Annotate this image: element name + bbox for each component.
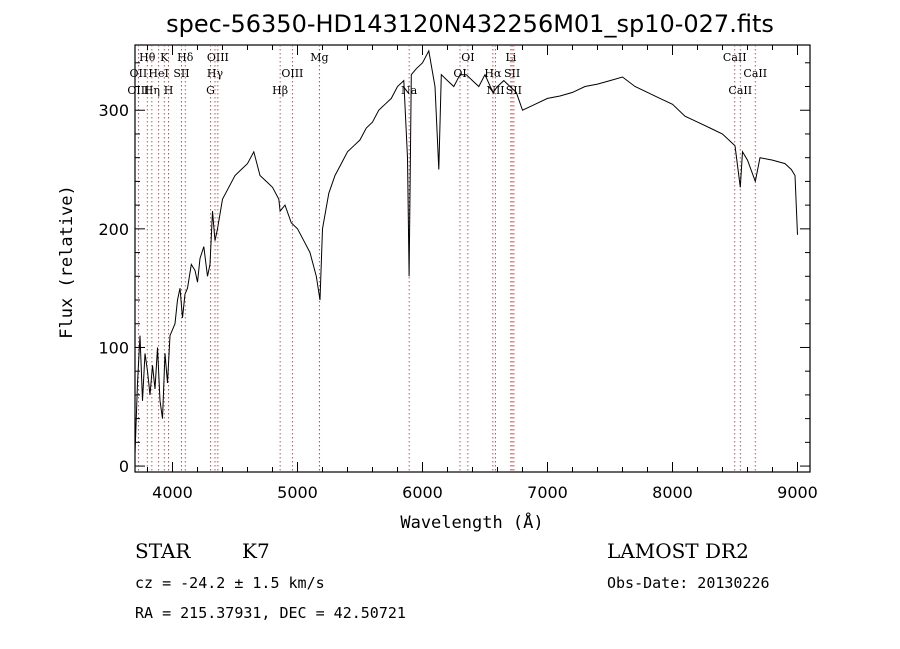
line-marker-label: Hη [144, 84, 160, 97]
x-tick-label: 9000 [777, 483, 818, 502]
spectral-subclass: K7 [242, 539, 270, 563]
x-tick-label: 7000 [527, 483, 568, 502]
line-marker-label: OI [461, 51, 474, 64]
line-marker-label: NII [486, 84, 504, 97]
line-marker-label: Na [401, 84, 418, 97]
y-axis-label: Flux (relative) [57, 185, 77, 339]
y-tick-label: 0 [119, 457, 129, 476]
obs-date-text: Obs-Date: 20130226 [607, 574, 770, 592]
line-marker-label: K [160, 51, 169, 64]
line-marker-labels: Hθ OII OIII K HeI Hη Hδ SII H OIII Hγ G Mg OIII Hβ Na OI… [127, 51, 767, 97]
x-tick-label: 8000 [652, 483, 693, 502]
line-marker-label: SII [504, 67, 520, 80]
line-marker-label: OIII [281, 67, 303, 80]
survey-name: LAMOST DR2 [607, 539, 749, 563]
x-tick-label: 5000 [277, 483, 318, 502]
plot-frame [134, 44, 811, 473]
x-tick-label: 6000 [402, 483, 443, 502]
y-tick-label: 200 [98, 220, 129, 239]
line-marker-label: Mg [310, 51, 328, 64]
line-marker-label: G [206, 84, 215, 97]
line-marker-label: Hα [484, 67, 502, 80]
line-marker-label: Hγ [207, 67, 224, 80]
line-marker-label: OI [453, 67, 466, 80]
x-axis-label: Wavelength (Å) [400, 511, 543, 533]
line-marker-label: SII [173, 67, 189, 80]
line-marker-label: CaII [723, 51, 747, 64]
line-marker-label: CaII [728, 84, 752, 97]
line-marker-label: HeI [148, 67, 168, 80]
line-marker-label: CaII [743, 67, 767, 80]
line-marker-label: OII [130, 67, 148, 80]
line-markers [137, 45, 756, 472]
chart-title: spec-56350-HD143120N432256M01_sp10-027.f… [166, 10, 774, 38]
line-marker-label: Li [505, 51, 516, 64]
line-marker-label: Hδ [177, 51, 194, 64]
spectrum-series-line [135, 49, 798, 455]
line-marker-label: OIII [207, 51, 229, 64]
line-marker-label: Hθ [139, 51, 156, 64]
y-axis-ticks: 0 100 200 300 [98, 62, 810, 476]
y-tick-label: 100 [98, 338, 129, 357]
x-tick-label: 4000 [152, 483, 193, 502]
y-tick-label: 300 [98, 101, 129, 120]
coordinates-text: RA = 215.37931, DEC = 42.50721 [135, 604, 406, 622]
x-axis-ticks: 4000 5000 6000 7000 8000 9000 [147, 45, 818, 502]
object-class: STAR [135, 539, 191, 563]
line-marker-label: OIII [127, 84, 149, 97]
redshift-text: cz = -24.2 ± 1.5 km/s [135, 574, 325, 592]
line-marker-label: Hβ [272, 84, 288, 97]
line-marker-label: H [164, 84, 174, 97]
